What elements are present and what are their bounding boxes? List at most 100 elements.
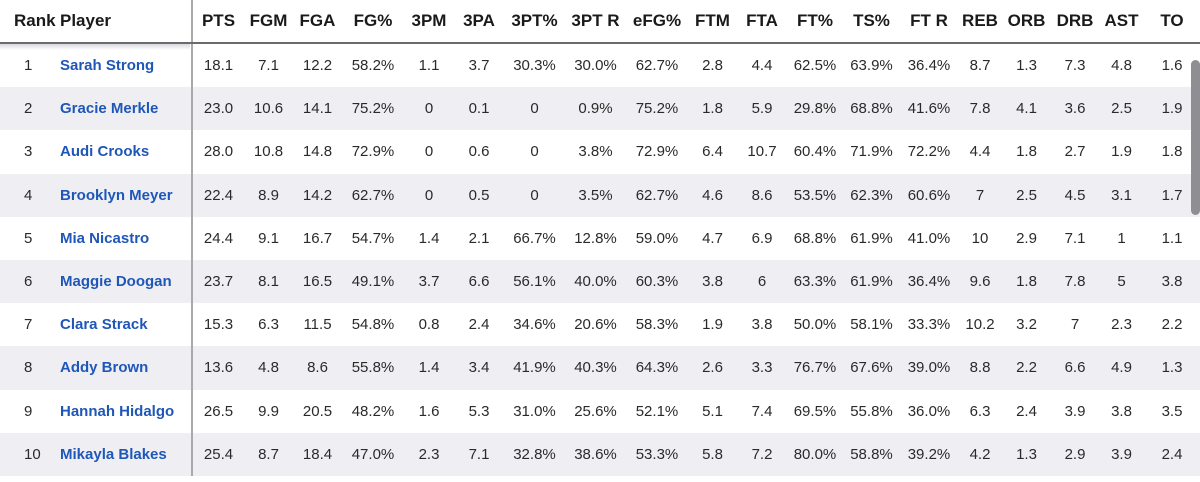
- column-header-reb[interactable]: REB: [958, 0, 1002, 44]
- stat-cell: 12.2: [302, 57, 333, 75]
- stat-cell: 40.3%: [565, 346, 626, 390]
- stat-cell: 1: [1117, 229, 1126, 247]
- stat-cell: 63.9%: [850, 57, 893, 75]
- player-name-link[interactable]: Brooklyn Meyer: [60, 186, 173, 204]
- stat-cell: 2.2: [1002, 346, 1051, 390]
- player-cell: Hannah Hidalgo: [56, 389, 193, 433]
- stat-cell: 1.3: [1016, 57, 1037, 75]
- stat-cell: 24.4: [203, 229, 234, 247]
- stat-cell: 6.4: [702, 143, 723, 161]
- stat-cell: 2.3: [1111, 316, 1132, 334]
- stat-cell: 2.2: [1161, 316, 1183, 334]
- column-header-fta[interactable]: FTA: [737, 0, 787, 44]
- column-header-ftm[interactable]: FTM: [688, 0, 737, 44]
- stat-cell: 1.8: [1002, 259, 1051, 304]
- rank-cell: 6: [0, 259, 56, 304]
- stat-cell: 64.3%: [626, 346, 688, 390]
- stat-cell: 10.2: [965, 316, 995, 334]
- stat-cell: 2.7: [1064, 143, 1086, 161]
- stat-cell: 20.6%: [574, 316, 617, 334]
- stat-cell: 18.4: [293, 432, 342, 476]
- stat-cell: 3.5%: [565, 173, 626, 217]
- stat-cell: 68.8%: [793, 229, 837, 247]
- player-name-link[interactable]: Addy Brown: [60, 359, 149, 377]
- stat-cell: 72.2%: [907, 143, 951, 161]
- table-row: 6 Maggie Doogan 23.7 8.1 16.5 49.1% 3.7 6.6 56.1…: [0, 259, 1200, 304]
- stat-cell: 61.9%: [850, 229, 893, 247]
- stat-cell: 33.3%: [907, 316, 951, 334]
- stat-cell: 28.0: [203, 143, 234, 161]
- stat-cell: 9.6: [958, 259, 1002, 304]
- player-name-link[interactable]: Sarah Strong: [60, 57, 155, 75]
- player-name-link[interactable]: Mia Nicastro: [60, 229, 150, 247]
- stat-cell: 0: [404, 87, 454, 131]
- stat-cell: 2.3: [404, 432, 454, 476]
- column-header-fgm[interactable]: FGM: [244, 0, 293, 44]
- stat-cell: 47.0%: [342, 432, 404, 476]
- player-cell: Clara Strack: [56, 303, 193, 347]
- stat-cell: 55.8%: [342, 346, 404, 390]
- stat-cell: 63.3%: [787, 259, 843, 304]
- stat-cell: 4.4: [969, 143, 991, 161]
- column-header-rank[interactable]: Rank: [0, 0, 56, 44]
- column-header-efg-pct[interactable]: eFG%: [626, 0, 688, 44]
- column-header-ft-pct[interactable]: FT%: [787, 0, 843, 44]
- stat-cell: 4.2: [958, 432, 1002, 476]
- column-header-ts-pct[interactable]: TS%: [843, 0, 900, 44]
- stat-cell: 20.5: [302, 402, 333, 420]
- table-body: 1 Sarah Strong 18.1 7.1 12.2 58.2% 1.1 3.7 30.3%…: [0, 43, 1200, 476]
- stat-cell: 3.8: [1111, 402, 1132, 420]
- stat-cell: 2.5: [1002, 173, 1051, 217]
- column-header-fg-pct[interactable]: FG%: [342, 0, 404, 44]
- stat-cell: 14.2: [293, 173, 342, 217]
- player-name-link[interactable]: Clara Strack: [60, 316, 148, 334]
- column-header-orb[interactable]: ORB: [1002, 0, 1051, 44]
- player-name-link[interactable]: Gracie Merkle: [60, 100, 159, 118]
- stat-cell: 7.1: [1064, 229, 1086, 247]
- column-header-3pt-pct[interactable]: 3PT%: [504, 0, 565, 44]
- column-header-ast[interactable]: AST: [1099, 0, 1144, 44]
- stat-cell: 8.6: [293, 346, 342, 390]
- stat-cell: 8.9: [244, 173, 293, 217]
- player-cell: Addy Brown: [56, 346, 193, 390]
- stat-cell: 31.0%: [513, 402, 556, 420]
- stat-cell: 25.4: [192, 432, 244, 476]
- stat-cell: 7.8: [958, 87, 1002, 131]
- stat-cell: 2.4: [1016, 402, 1037, 420]
- stat-cell: 41.6%: [900, 87, 958, 131]
- column-header-player[interactable]: Player: [56, 0, 193, 44]
- stat-cell: 25.6%: [574, 402, 617, 420]
- player-name-link[interactable]: Audi Crooks: [60, 143, 150, 161]
- player-cell: Maggie Doogan: [56, 259, 193, 304]
- stat-cell: 4.4: [751, 57, 773, 75]
- stat-cell: 7: [958, 173, 1002, 217]
- player-name-link[interactable]: Maggie Doogan: [60, 273, 172, 291]
- stat-cell: 0: [504, 87, 565, 131]
- stat-cell: 5.9: [737, 87, 787, 131]
- stat-cell: 3.6: [1051, 87, 1099, 131]
- stat-cell: 14.1: [293, 87, 342, 131]
- column-header-3pm[interactable]: 3PM: [404, 0, 454, 44]
- stat-cell: 5.1: [702, 402, 723, 420]
- column-header-drb[interactable]: DRB: [1051, 0, 1099, 44]
- column-header-ft-r[interactable]: FT R: [900, 0, 958, 44]
- column-header-fga[interactable]: FGA: [293, 0, 342, 44]
- column-header-3pt-r[interactable]: 3PT R: [565, 0, 626, 44]
- player-name-link[interactable]: Mikayla Blakes: [60, 445, 167, 463]
- column-header-to[interactable]: TO: [1144, 0, 1200, 44]
- player-name-link[interactable]: Hannah Hidalgo: [60, 402, 175, 420]
- stat-cell: 36.4%: [900, 259, 958, 304]
- stat-cell: 23.7: [192, 259, 244, 304]
- stat-cell: 2.8: [702, 57, 723, 75]
- column-header-3pa[interactable]: 3PA: [454, 0, 504, 44]
- stat-cell: 62.7%: [635, 57, 679, 75]
- rank-cell: 8: [0, 346, 56, 390]
- column-header-pts[interactable]: PTS: [192, 0, 244, 44]
- stat-cell: 40.0%: [565, 259, 626, 304]
- vertical-scrollbar[interactable]: [1191, 60, 1200, 215]
- stat-cell: 53.3%: [626, 432, 688, 476]
- stat-cell: 15.3: [203, 316, 234, 334]
- stat-cell: 7.1: [454, 432, 504, 476]
- player-cell: Mia Nicastro: [56, 216, 193, 260]
